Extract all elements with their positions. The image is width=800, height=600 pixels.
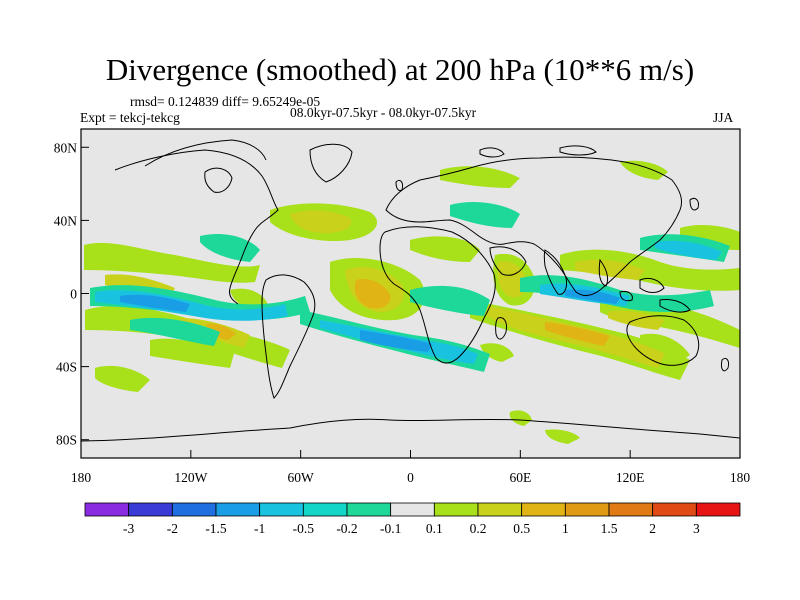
lat-tick-label: 0 xyxy=(70,287,77,302)
time-range-label: 08.0kyr-07.5kyr - 08.0kyr-07.5kyr xyxy=(290,105,477,120)
lat-tick-label: 40N xyxy=(54,213,78,228)
lon-tick-label: 60W xyxy=(288,470,315,485)
colorbar-label: -1.5 xyxy=(205,521,227,536)
colorbar-label: 1 xyxy=(562,521,569,536)
stats-label: rmsd= 0.124839 diff= 9.65249e-05 xyxy=(130,94,321,109)
colorbar-label: 2 xyxy=(649,521,656,536)
season-label: JJA xyxy=(713,110,734,125)
colorbar-swatch xyxy=(128,502,173,517)
colorbar-label: -0.2 xyxy=(336,521,357,536)
lon-tick-label: 120E xyxy=(616,470,645,485)
lon-tick-label: 0 xyxy=(407,470,414,485)
colorbar-swatch xyxy=(215,502,261,517)
colorbar-swatch xyxy=(346,502,392,517)
colorbar-swatch xyxy=(302,502,348,517)
lon-tick-label: 180 xyxy=(730,470,751,485)
colorbar-label: -3 xyxy=(123,521,134,536)
colorbar-label: -0.1 xyxy=(380,521,401,536)
colorbar-swatch xyxy=(695,502,741,517)
colorbar-swatch xyxy=(608,502,654,517)
lon-tick-label: 60E xyxy=(509,470,531,485)
colorbar-swatch xyxy=(652,502,697,517)
colorbar-swatch xyxy=(84,502,130,517)
experiment-label: Expt = tekcj-tekcg xyxy=(80,110,180,125)
colorbar-swatch xyxy=(521,502,566,517)
colorbar-label: 3 xyxy=(693,521,700,536)
lon-tick-label: 120W xyxy=(174,470,207,485)
divergence-contours xyxy=(84,160,740,444)
map-title: Divergence (smoothed) at 200 hPa (10**6 … xyxy=(105,52,695,87)
lat-tick-label: 40S xyxy=(56,360,77,375)
lat-tick-label: 80S xyxy=(56,433,77,448)
coastlines xyxy=(81,139,740,442)
colorbar: -3 -2 -1.5 -1 -0.5 -0.2 -0.1 0.1 0.2 0.5 1 1.5 2 3 xyxy=(84,502,741,536)
lon-tick-label: 180 xyxy=(71,470,92,485)
colorbar-swatch xyxy=(433,502,479,517)
colorbar-label: -1 xyxy=(254,521,265,536)
colorbar-swatch xyxy=(390,502,435,517)
colorbar-label: -0.5 xyxy=(293,521,315,536)
colorbar-swatch xyxy=(171,502,217,517)
lat-tick-label: 80N xyxy=(54,140,78,155)
colorbar-label: 0.2 xyxy=(470,521,487,536)
colorbar-swatch xyxy=(477,502,523,517)
colorbar-label: 0.1 xyxy=(426,521,443,536)
colorbar-swatch xyxy=(259,502,304,517)
map-axes: 80N 40N 0 40S 80S 180 120W 60W 0 60E 120E 180 xyxy=(54,140,751,485)
colorbar-swatch xyxy=(564,502,610,517)
colorbar-label: -2 xyxy=(167,521,178,536)
colorbar-label: 1.5 xyxy=(601,521,618,536)
colorbar-label: 0.5 xyxy=(513,521,530,536)
